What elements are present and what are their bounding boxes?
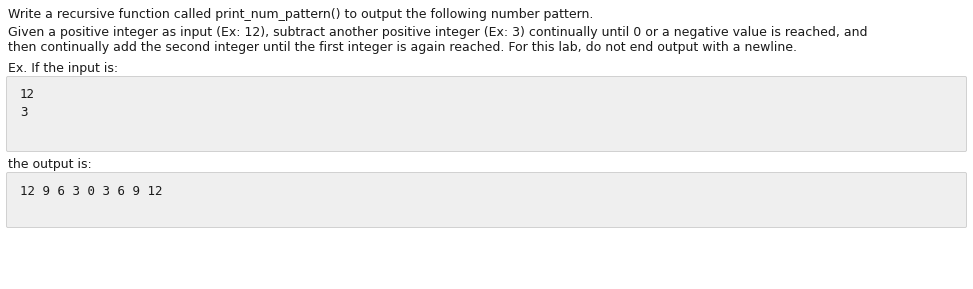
Text: Given a positive integer as input (Ex: 12), subtract another positive integer (E: Given a positive integer as input (Ex: 1… xyxy=(8,26,868,39)
FancyBboxPatch shape xyxy=(7,77,966,151)
Text: Ex. If the input is:: Ex. If the input is: xyxy=(8,62,118,75)
Text: 12: 12 xyxy=(20,88,35,101)
Text: then continually add the second integer until the first integer is again reached: then continually add the second integer … xyxy=(8,41,797,54)
Text: the output is:: the output is: xyxy=(8,158,91,171)
FancyBboxPatch shape xyxy=(7,173,966,227)
Text: 12 9 6 3 0 3 6 9 12: 12 9 6 3 0 3 6 9 12 xyxy=(20,185,162,198)
Text: Write a recursive function called print_num_pattern() to output the following nu: Write a recursive function called print_… xyxy=(8,8,594,21)
Text: 3: 3 xyxy=(20,106,27,119)
